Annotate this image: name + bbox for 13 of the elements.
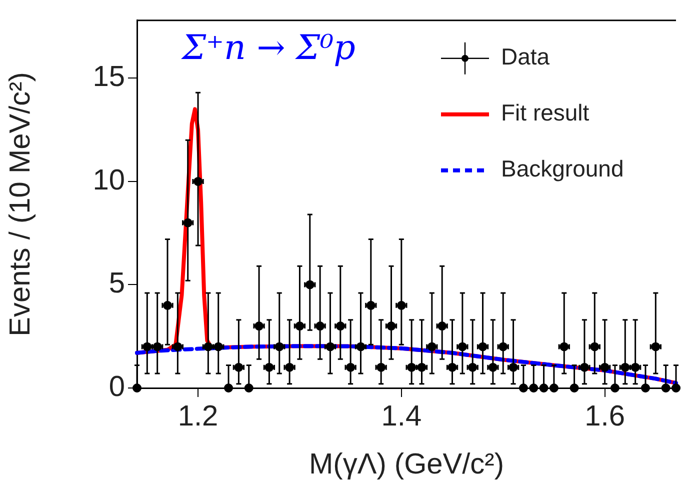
- x-tick-label: 1.6: [584, 400, 625, 432]
- legend-label: Fit result: [501, 100, 590, 126]
- y-tick-label: 15: [92, 61, 125, 94]
- y-axis-title: Events / (10 MeV/c²): [4, 72, 36, 336]
- y-tick-label: 10: [92, 164, 125, 196]
- x-tick-label: 1.4: [381, 400, 422, 432]
- y-tick-label: 5: [108, 268, 125, 300]
- annotation: Σ⁺n → Σ⁰p: [180, 28, 356, 68]
- x-axis-title: M(γΛ) (GeV/c²): [309, 448, 504, 481]
- legend-label: Background: [501, 156, 624, 182]
- legend-label: Data: [501, 44, 550, 70]
- y-tick-label: 0: [108, 371, 125, 403]
- x-tick-label: 1.2: [178, 400, 218, 432]
